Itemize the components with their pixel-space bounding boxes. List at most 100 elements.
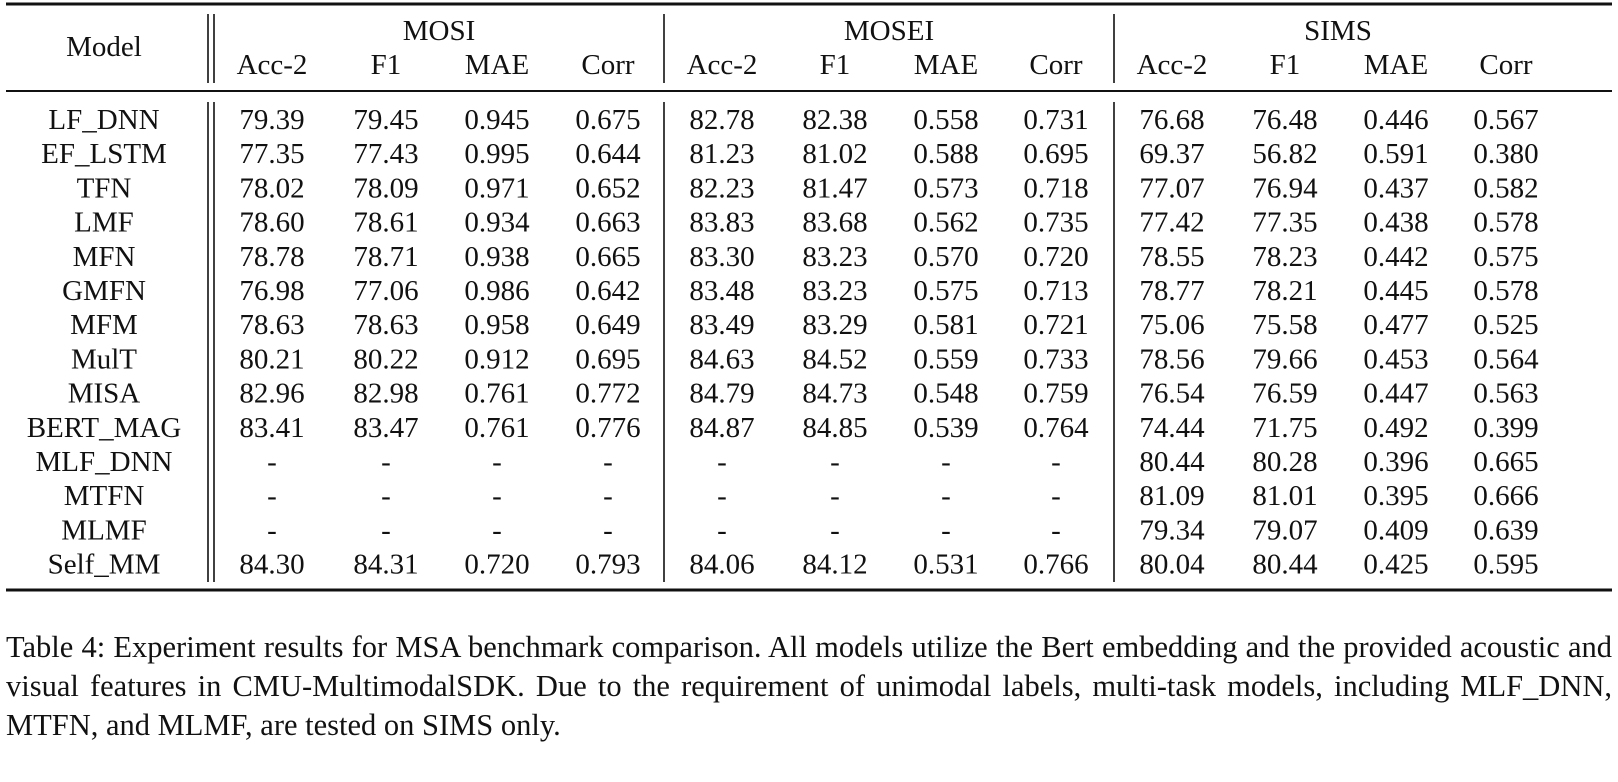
table-cell: 0.453 xyxy=(1363,343,1428,375)
table-cell: 0.995 xyxy=(464,138,529,170)
table-cell: 82.78 xyxy=(689,104,754,136)
table-cell: 83.47 xyxy=(353,412,418,444)
table-cell: 79.45 xyxy=(353,104,418,136)
table-cell: 0.675 xyxy=(575,104,640,136)
table-cell: 0.591 xyxy=(1363,138,1428,170)
row-model-name: MLMF xyxy=(61,514,146,546)
table-cell: 75.06 xyxy=(1139,309,1204,341)
table-cell: 79.07 xyxy=(1252,514,1317,546)
table-cell: 0.971 xyxy=(464,172,529,204)
dataset-header-mosei: MOSEI xyxy=(844,15,934,47)
table-cell: 83.23 xyxy=(802,275,867,307)
table-cell: 76.94 xyxy=(1252,172,1318,204)
results-table: Model MOSI Acc-2 F1 MAE Corr MOSEI Acc-2 F1 MAE Co… xyxy=(6,2,1612,592)
table-cell: 79.39 xyxy=(239,104,304,136)
table-cell: - xyxy=(1051,446,1061,478)
table-cell: 0.562 xyxy=(913,207,978,239)
table-cell: - xyxy=(830,446,840,478)
table-cell: 0.649 xyxy=(575,309,640,341)
metric-header: Acc-2 xyxy=(1137,49,1208,81)
metric-header: F1 xyxy=(371,49,402,81)
table-cell: 81.47 xyxy=(802,172,867,204)
table-cell: 0.567 xyxy=(1473,104,1538,136)
table-cell: 0.581 xyxy=(913,309,978,341)
table-cell: - xyxy=(1051,514,1061,546)
table-cell: - xyxy=(941,480,951,512)
table-cell: 0.761 xyxy=(464,412,529,444)
table-cell: 84.87 xyxy=(689,412,754,444)
table-cell: 78.63 xyxy=(239,309,304,341)
metric-header: Acc-2 xyxy=(687,49,758,81)
row-model-name: MFN xyxy=(73,241,136,273)
table-cell: 75.58 xyxy=(1252,309,1317,341)
table-cell: 0.492 xyxy=(1363,412,1428,444)
table-cell: 81.01 xyxy=(1252,480,1317,512)
table-cell: 0.531 xyxy=(913,549,978,581)
table-cell: - xyxy=(1051,480,1061,512)
table-cell: 78.56 xyxy=(1139,343,1204,375)
table-cell: - xyxy=(381,480,391,512)
table-cell: - xyxy=(941,446,951,478)
table-cell: 0.720 xyxy=(464,549,529,581)
table-cell: 78.55 xyxy=(1139,241,1204,273)
table-cell: 0.666 xyxy=(1473,480,1538,512)
table-cell: 79.34 xyxy=(1139,514,1205,546)
table-cell: - xyxy=(603,514,613,546)
table-cell: - xyxy=(381,446,391,478)
row-model-name: MulT xyxy=(71,343,137,375)
table-cell: 0.735 xyxy=(1023,207,1088,239)
table-cell: 0.958 xyxy=(464,309,529,341)
table-cell: 84.73 xyxy=(802,378,867,410)
row-model-name: MISA xyxy=(68,378,141,410)
table-cell: 78.77 xyxy=(1139,275,1204,307)
table-cell: 0.563 xyxy=(1473,378,1538,410)
dataset-header-mosi: MOSI xyxy=(403,15,476,47)
table-cell: 0.425 xyxy=(1363,549,1428,581)
table-cell: 0.665 xyxy=(575,241,640,273)
table-cell: 83.29 xyxy=(802,309,867,341)
table-cell: - xyxy=(267,446,277,478)
table-cell: 77.43 xyxy=(353,138,418,170)
table-cell: 83.83 xyxy=(689,207,754,239)
table-cell: - xyxy=(830,480,840,512)
table-cell: 82.96 xyxy=(239,378,304,410)
table-cell: 0.396 xyxy=(1363,446,1428,478)
model-column-header: Model xyxy=(66,31,142,63)
table-cell: 84.63 xyxy=(689,343,754,375)
table-cell: 76.59 xyxy=(1252,378,1317,410)
table-cell: 0.578 xyxy=(1473,207,1538,239)
table-cell: 0.575 xyxy=(1473,241,1538,273)
table-cell: 0.665 xyxy=(1473,446,1538,478)
table-cell: 83.68 xyxy=(802,207,867,239)
table-cell: 84.52 xyxy=(802,343,867,375)
table-cell: 80.21 xyxy=(239,343,304,375)
table-cell: 78.71 xyxy=(353,241,418,273)
table-cell: 77.35 xyxy=(239,138,304,170)
table-cell: 0.663 xyxy=(575,207,640,239)
metric-header: F1 xyxy=(820,49,851,81)
table-cell: 0.695 xyxy=(575,343,640,375)
table-cell: 0.573 xyxy=(913,172,978,204)
table-cell: 80.28 xyxy=(1252,446,1317,478)
table-cell: - xyxy=(717,446,727,478)
table-cell: 69.37 xyxy=(1139,138,1204,170)
row-model-name: LMF xyxy=(74,207,134,239)
table-cell: 0.442 xyxy=(1363,241,1428,273)
table-cell: - xyxy=(603,446,613,478)
table-cell: - xyxy=(492,480,502,512)
table-cell: 0.695 xyxy=(1023,138,1088,170)
table-cell: 78.78 xyxy=(239,241,304,273)
table-cell: 80.22 xyxy=(353,343,418,375)
table-cell: 0.731 xyxy=(1023,104,1088,136)
table-cell: 0.766 xyxy=(1023,549,1088,581)
table-cell: 0.772 xyxy=(575,378,640,410)
table-cell: 0.380 xyxy=(1473,138,1538,170)
table-cell: 0.437 xyxy=(1363,172,1428,204)
table-cell: 0.986 xyxy=(464,275,529,307)
table-cell: 0.575 xyxy=(913,275,978,307)
table-cell: 56.82 xyxy=(1252,138,1317,170)
table-cell: 83.48 xyxy=(689,275,754,307)
table-cell: 78.09 xyxy=(353,172,418,204)
table-cell: 0.912 xyxy=(464,343,529,375)
